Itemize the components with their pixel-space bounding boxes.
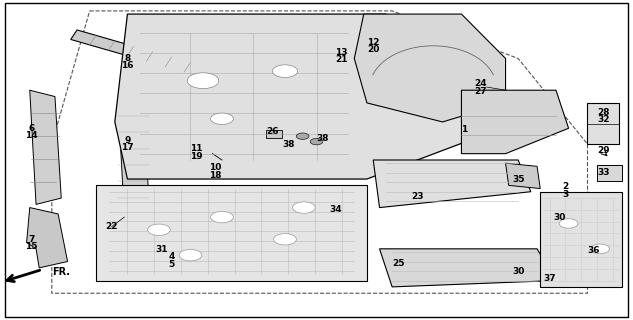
Polygon shape bbox=[597, 165, 622, 180]
Text: 3: 3 bbox=[562, 190, 568, 199]
Polygon shape bbox=[587, 103, 619, 144]
Text: 5: 5 bbox=[168, 260, 175, 268]
Text: 29: 29 bbox=[597, 146, 610, 155]
Text: 4: 4 bbox=[168, 252, 175, 261]
Text: 30: 30 bbox=[553, 212, 565, 222]
Text: 27: 27 bbox=[474, 87, 487, 96]
Text: 38: 38 bbox=[316, 134, 329, 143]
Polygon shape bbox=[118, 100, 149, 214]
Text: 35: 35 bbox=[512, 174, 524, 184]
Circle shape bbox=[273, 234, 296, 245]
Circle shape bbox=[147, 224, 170, 236]
Text: 10: 10 bbox=[210, 164, 222, 172]
Polygon shape bbox=[266, 130, 282, 138]
Text: 8: 8 bbox=[124, 54, 130, 63]
Text: 6: 6 bbox=[28, 124, 35, 133]
Circle shape bbox=[179, 250, 202, 261]
Polygon shape bbox=[506, 163, 540, 188]
Text: 24: 24 bbox=[474, 79, 487, 88]
Text: 15: 15 bbox=[25, 242, 38, 251]
Text: 30: 30 bbox=[512, 267, 524, 276]
Text: 25: 25 bbox=[392, 259, 404, 268]
Text: 7: 7 bbox=[28, 235, 35, 244]
Text: 28: 28 bbox=[597, 108, 610, 117]
Circle shape bbox=[211, 113, 234, 124]
Text: 16: 16 bbox=[121, 61, 134, 70]
Text: 26: 26 bbox=[266, 127, 279, 136]
Text: 14: 14 bbox=[25, 131, 38, 140]
Polygon shape bbox=[540, 192, 622, 287]
Circle shape bbox=[591, 244, 610, 253]
Text: 38: 38 bbox=[282, 140, 294, 149]
Polygon shape bbox=[354, 14, 506, 122]
Polygon shape bbox=[461, 90, 568, 154]
Circle shape bbox=[296, 133, 309, 140]
Polygon shape bbox=[27, 208, 68, 268]
Polygon shape bbox=[96, 185, 367, 281]
Circle shape bbox=[310, 139, 323, 145]
Text: FR.: FR. bbox=[52, 268, 70, 277]
Polygon shape bbox=[30, 90, 61, 204]
Circle shape bbox=[292, 202, 315, 213]
Text: 11: 11 bbox=[191, 144, 203, 153]
Circle shape bbox=[272, 65, 298, 77]
Text: 36: 36 bbox=[587, 246, 600, 255]
Polygon shape bbox=[373, 160, 531, 208]
Text: 32: 32 bbox=[597, 115, 610, 124]
Text: 19: 19 bbox=[191, 152, 203, 161]
Text: 2: 2 bbox=[562, 182, 568, 191]
Text: 21: 21 bbox=[335, 55, 348, 64]
Polygon shape bbox=[380, 249, 556, 287]
Circle shape bbox=[211, 212, 234, 223]
Text: 13: 13 bbox=[335, 48, 348, 57]
Text: 1: 1 bbox=[461, 125, 468, 134]
Text: 23: 23 bbox=[411, 192, 423, 201]
Text: 17: 17 bbox=[121, 143, 134, 152]
Circle shape bbox=[187, 73, 219, 89]
Polygon shape bbox=[181, 128, 216, 170]
Text: 33: 33 bbox=[597, 168, 610, 177]
Text: 34: 34 bbox=[329, 205, 342, 214]
Text: 20: 20 bbox=[367, 45, 379, 54]
Text: 9: 9 bbox=[124, 136, 130, 146]
Text: 37: 37 bbox=[543, 274, 556, 283]
Text: 22: 22 bbox=[106, 222, 118, 231]
Text: 12: 12 bbox=[367, 38, 379, 47]
Circle shape bbox=[559, 219, 578, 228]
Polygon shape bbox=[71, 30, 210, 77]
Text: 31: 31 bbox=[156, 245, 168, 254]
Text: 18: 18 bbox=[210, 171, 222, 180]
Polygon shape bbox=[115, 14, 468, 179]
